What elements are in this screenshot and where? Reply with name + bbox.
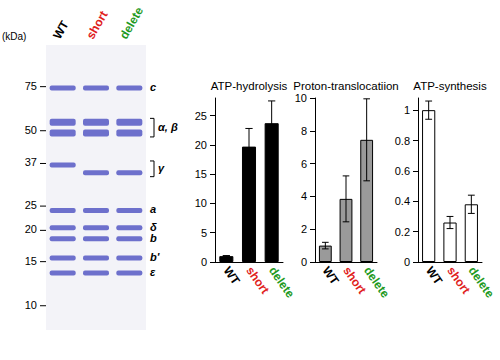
svg-text:2: 2 [301, 223, 307, 235]
svg-text:WT: WT [423, 264, 446, 288]
svg-text:b': b' [150, 251, 160, 263]
svg-text:ε: ε [150, 266, 156, 278]
svg-text:short: short [83, 9, 110, 42]
svg-text:c: c [150, 81, 156, 93]
svg-text:WT: WT [50, 18, 72, 42]
svg-text:delete: delete [466, 264, 498, 301]
svg-text:10: 10 [195, 197, 207, 209]
svg-text:75: 75 [25, 80, 37, 92]
svg-text:γ: γ [158, 162, 165, 174]
svg-text:15: 15 [195, 168, 207, 180]
svg-text:WT: WT [221, 264, 244, 288]
svg-text:0: 0 [201, 256, 207, 268]
svg-text:ATP-synthesis: ATP-synthesis [413, 80, 487, 92]
svg-text:0.6: 0.6 [395, 165, 410, 177]
svg-text:ATP-hydrolysis: ATP-hydrolysis [211, 80, 288, 92]
svg-text:1: 1 [404, 104, 410, 116]
svg-text:a: a [150, 203, 156, 215]
svg-text:0.2: 0.2 [395, 226, 410, 238]
svg-text:20: 20 [195, 139, 207, 151]
svg-text:WT: WT [320, 264, 343, 288]
svg-text:25: 25 [25, 199, 37, 211]
svg-text:6: 6 [301, 158, 307, 170]
svg-text:25: 25 [195, 110, 207, 122]
svg-text:50: 50 [25, 124, 37, 136]
svg-text:0: 0 [301, 256, 307, 268]
svg-text:δ: δ [150, 221, 157, 233]
svg-text:Proton-translocatiion: Proton-translocatiion [293, 80, 398, 92]
svg-text:5: 5 [201, 227, 207, 239]
svg-text:short: short [340, 264, 369, 297]
svg-text:8: 8 [301, 125, 307, 137]
svg-text:20: 20 [25, 223, 37, 235]
svg-text:15: 15 [25, 255, 37, 267]
svg-text:α, β: α, β [158, 121, 178, 133]
svg-text:delete: delete [117, 4, 147, 41]
svg-text:10: 10 [295, 92, 307, 104]
svg-text:b: b [150, 232, 157, 244]
svg-text:delete: delete [361, 264, 393, 301]
svg-text:0.4: 0.4 [395, 195, 410, 207]
svg-text:short: short [444, 264, 473, 297]
svg-text:10: 10 [25, 299, 37, 311]
svg-text:short: short [243, 264, 272, 297]
svg-text:0.8: 0.8 [395, 135, 410, 147]
svg-text:0: 0 [404, 256, 410, 268]
svg-text:4: 4 [301, 190, 307, 202]
svg-text:delete: delete [266, 264, 298, 301]
svg-text:(kDa): (kDa) [2, 31, 26, 42]
svg-text:37: 37 [25, 156, 37, 168]
